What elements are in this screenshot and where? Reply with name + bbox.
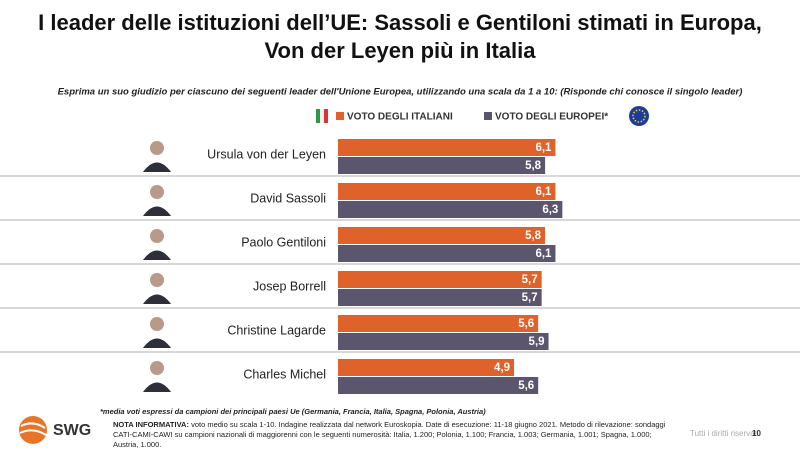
portrait-head (150, 273, 164, 287)
portrait (143, 361, 171, 392)
legend-swatch (484, 112, 492, 120)
bar (338, 289, 542, 306)
portrait-head (150, 361, 164, 375)
category-label: Josep Borrell (253, 279, 326, 293)
logo-text: SWG (53, 422, 91, 439)
value-label: 5,6 (518, 318, 534, 330)
bar (338, 139, 556, 156)
bar (338, 201, 563, 218)
bar (338, 271, 542, 288)
bar (338, 315, 539, 332)
portrait-body (143, 162, 171, 172)
portrait (143, 229, 171, 260)
bar (338, 245, 556, 262)
portrait-body (143, 382, 171, 392)
value-label: 6,1 (535, 142, 552, 154)
value-label: 6,3 (542, 204, 558, 216)
category-label: Paolo Gentiloni (241, 235, 326, 249)
bar (338, 359, 515, 376)
logo-icon (19, 416, 47, 444)
bar (338, 377, 539, 394)
legend-swatch (336, 112, 344, 120)
bar (338, 157, 546, 174)
value-label: 4,9 (494, 362, 510, 374)
value-label: 6,1 (535, 248, 552, 260)
chart-title: Von der Leyen più in Italia (265, 38, 537, 63)
bar (338, 333, 549, 350)
chart-title: I leader delle istituzioni dell’UE: Sass… (38, 10, 762, 35)
value-label: 5,9 (529, 336, 545, 348)
footnote: *media voti espressi da campioni dei pri… (100, 407, 486, 416)
portrait (143, 141, 171, 172)
legend-label: VOTO DEGLI EUROPEI* (495, 112, 608, 123)
category-label: David Sassoli (250, 191, 326, 205)
portrait-body (143, 338, 171, 348)
chart-subtitle: Esprima un suo giudizio per ciascuno dei… (58, 87, 743, 98)
category-label: Christine Lagarde (227, 323, 326, 337)
portrait-body (143, 206, 171, 216)
flag-it (316, 109, 328, 123)
note: NOTA INFORMATIVA: voto medio su scala 1-… (113, 420, 673, 450)
portrait-head (150, 141, 164, 155)
portrait-body (143, 250, 171, 260)
portrait (143, 185, 171, 216)
value-label: 5,8 (525, 160, 542, 172)
note-label: NOTA INFORMATIVA: (113, 420, 189, 429)
value-label: 5,6 (518, 380, 534, 392)
legend-label: VOTO DEGLI ITALIANI (347, 112, 453, 123)
value-label: 5,7 (522, 274, 538, 286)
portrait-head (150, 185, 164, 199)
category-label: Ursula von der Leyen (207, 147, 326, 161)
rights: Tutti i diritti riservati (690, 429, 759, 438)
portrait-head (150, 317, 164, 331)
value-label: 6,1 (535, 186, 552, 198)
portrait-head (150, 229, 164, 243)
flag-eu (629, 106, 649, 126)
portrait-body (143, 294, 171, 304)
category-label: Charles Michel (243, 367, 326, 381)
value-label: 5,7 (522, 292, 538, 304)
note-text: voto medio su scala 1-10. Indagine reali… (113, 420, 666, 449)
page-number: 10 (752, 429, 761, 438)
portrait (143, 317, 171, 348)
bar (338, 183, 556, 200)
portrait (143, 273, 171, 304)
value-label: 5,8 (525, 230, 542, 242)
bar (338, 227, 546, 244)
